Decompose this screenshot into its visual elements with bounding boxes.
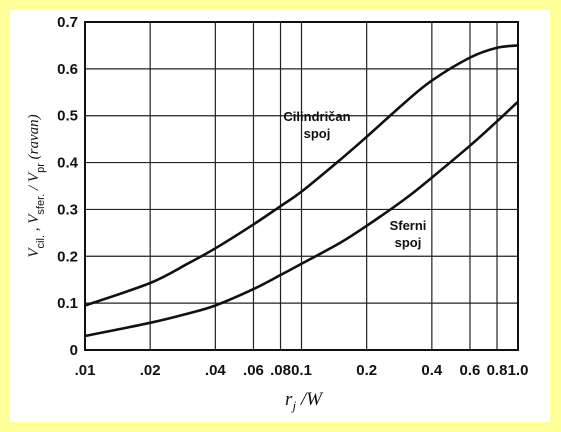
y-tick-label: 0.2 — [57, 248, 78, 265]
series-curves — [84, 44, 519, 338]
x-tick-label: .06 — [243, 362, 264, 379]
x-tick-label: 0.1 — [291, 362, 312, 379]
chart-svg: .01.02.04.06.08 0.1 0.2 0.4 0.6 0.8 1.0 00.10.… — [26, 14, 529, 413]
y-tick-label: 0.1 — [57, 295, 78, 312]
x-tick-label: 0.6 — [460, 362, 481, 379]
x-tick-label: 0.2 — [356, 362, 377, 379]
y-tick-label: 0.3 — [57, 201, 78, 218]
y-tick-label: 0.5 — [57, 108, 78, 125]
axis-labels: rj /W Vcil. , Vsfer. / Vpr (ravan) — [26, 114, 324, 413]
x-tick-label: 1.0 — [508, 362, 529, 379]
plot-border — [84, 21, 519, 351]
chart-frame: .01.02.04.06.08 0.1 0.2 0.4 0.6 0.8 1.0 0 0.1 0.… — [10, 10, 550, 422]
x-tick-label: .08 — [270, 362, 291, 379]
cilindrican-label-line1: Cilindričan — [283, 109, 350, 124]
sferni-spoj-curve — [84, 100, 519, 338]
x-axis-label: rj /W — [285, 389, 324, 413]
y-tick-label: 0 — [70, 342, 78, 359]
sferni-label-line2: spoj — [395, 235, 422, 250]
y-tick-label: 0.6 — [57, 61, 78, 78]
x-tick-label: .01 — [75, 362, 96, 379]
x-tick-label: 0.4 — [421, 362, 443, 379]
x-tick-label: .02 — [140, 362, 161, 379]
y-tick-labels: 0 0.1 0.2 0.3 0.4 0.5 0.6 0.7 — [57, 14, 79, 359]
series-annotations: Cilindričan spoj Sferni spoj — [283, 109, 426, 250]
y-tick-label: 0.7 — [57, 14, 78, 31]
x-tick-label: .04 — [205, 362, 227, 379]
grid — [84, 21, 519, 351]
cilindrican-spoj-curve — [84, 44, 519, 307]
sferni-label-line1: Sferni — [390, 218, 427, 233]
y-tick-label: 0.4 — [57, 155, 79, 172]
x-tick-label: 0.8 — [487, 362, 508, 379]
x-tick-labels: .01 .02 .04 .06 .08 0.1 0.2 0.4 0.6 0.8 1.0 — [75, 362, 529, 379]
cilindrican-label-line2: spoj — [304, 126, 331, 141]
y-axis-label: Vcil. , Vsfer. / Vpr (ravan) — [26, 114, 47, 257]
